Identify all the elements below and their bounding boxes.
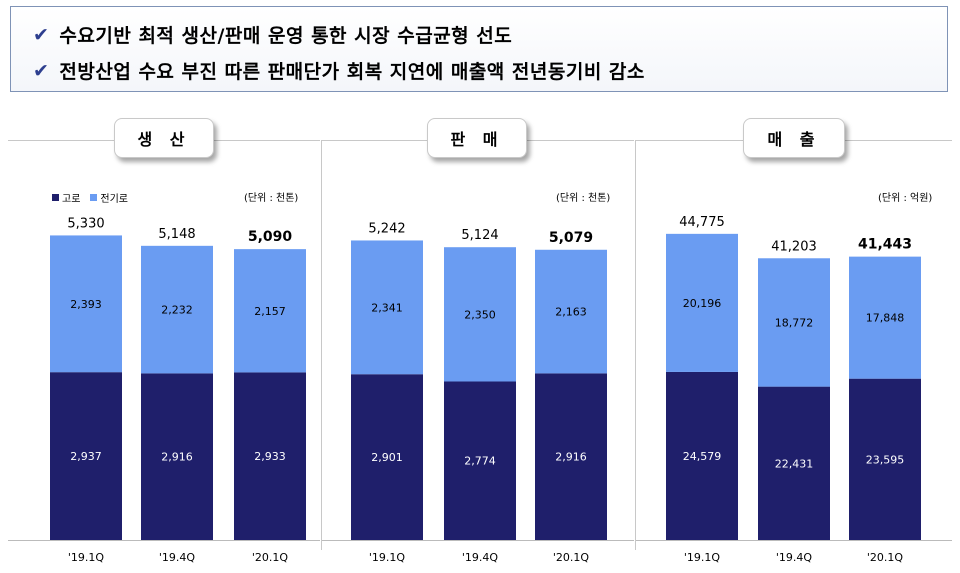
bar-electric-furnace	[535, 249, 607, 374]
data-label-blast-furnace: 23,595	[866, 453, 905, 466]
total-label: 5,330	[67, 216, 104, 231]
sales-unit: (단위 : 천톤)	[556, 193, 611, 204]
legend-label-blast-furnace: 고로	[62, 194, 81, 205]
bar-blast-furnace	[351, 374, 423, 540]
bar-blast-furnace	[666, 371, 738, 540]
panel-divider	[635, 140, 636, 550]
bar-blast-furnace	[849, 378, 921, 540]
data-label-blast-furnace: 2,901	[371, 451, 403, 464]
total-label: 41,443	[858, 237, 912, 253]
data-label-electric-furnace: 2,341	[371, 301, 403, 314]
bar-electric-furnace	[351, 240, 423, 375]
bar-blast-furnace	[141, 373, 213, 540]
revenue-title: 매 출	[743, 118, 845, 158]
bar-electric-furnace	[666, 233, 738, 372]
data-label-electric-furnace: 17,848	[866, 312, 905, 325]
data-label-electric-furnace: 2,163	[555, 306, 587, 319]
total-label: 5,090	[248, 229, 293, 245]
data-label-electric-furnace: 2,232	[161, 304, 193, 317]
bar-blast-furnace	[758, 386, 830, 540]
x-tick-label: '19.1Q	[68, 551, 105, 564]
check-icon: ✔	[33, 59, 50, 82]
production-unit: (단위 : 천톤)	[244, 193, 299, 204]
legend: 고로 전기로	[52, 190, 128, 205]
x-tick-label: '19.4Q	[462, 551, 499, 564]
x-tick-label: '19.4Q	[159, 551, 196, 564]
data-label-blast-furnace: 2,933	[254, 450, 286, 463]
legend-label-electric-furnace: 전기로	[100, 194, 129, 205]
data-label-electric-furnace: 20,196	[683, 297, 722, 310]
summary-item: ✔ 수요기반 최적 생산/판매 운영 통한 시장 수급균형 선도	[33, 21, 512, 48]
production-title: 생 산	[114, 118, 214, 158]
summary-text: 전방산업 수요 부진 따른 판매단가 회복 지연에 매출액 전년동기비 감소	[59, 61, 645, 83]
legend-swatch-blast-furnace	[52, 194, 59, 201]
data-label-blast-furnace: 2,937	[70, 450, 102, 463]
check-icon: ✔	[33, 23, 50, 46]
data-label-electric-furnace: 2,393	[70, 298, 102, 311]
bar-blast-furnace	[234, 372, 306, 540]
data-label-electric-furnace: 18,772	[775, 316, 814, 329]
total-label: 41,203	[771, 239, 817, 254]
legend-swatch-electric-furnace	[90, 194, 98, 201]
bar-blast-furnace	[444, 381, 516, 540]
total-label: 5,079	[549, 230, 593, 246]
data-label-blast-furnace: 22,431	[775, 457, 814, 470]
data-label-blast-furnace: 24,579	[683, 450, 722, 463]
sales-title: 판 매	[427, 118, 527, 158]
bar-electric-furnace	[50, 235, 122, 373]
x-tick-label: '19.1Q	[369, 551, 406, 564]
bar-electric-furnace	[234, 249, 306, 373]
bar-electric-furnace	[444, 247, 516, 382]
revenue-unit: (단위 : 억원)	[878, 193, 933, 204]
summary-box: ✔ 수요기반 최적 생산/판매 운영 통한 시장 수급균형 선도 ✔ 전방산업 …	[10, 6, 948, 92]
bar-blast-furnace	[50, 372, 122, 540]
data-label-blast-furnace: 2,916	[555, 451, 587, 464]
summary-text: 수요기반 최적 생산/판매 운영 통한 시장 수급균형 선도	[59, 25, 513, 47]
data-label-blast-furnace: 2,916	[161, 451, 193, 464]
bar-electric-furnace	[849, 256, 921, 379]
data-label-blast-furnace: 2,774	[464, 455, 496, 468]
data-label-electric-furnace: 2,157	[254, 305, 286, 318]
data-label-electric-furnace: 2,350	[464, 308, 496, 321]
total-label: 5,148	[158, 227, 195, 242]
bar-electric-furnace	[758, 258, 830, 387]
panel-divider	[321, 140, 322, 550]
bar-blast-furnace	[535, 373, 607, 540]
x-tick-label: '19.4Q	[776, 551, 813, 564]
total-label: 5,124	[461, 228, 498, 243]
bar-electric-furnace	[141, 245, 213, 374]
x-tick-label: '20.1Q	[553, 551, 590, 564]
x-tick-label: '19.1Q	[684, 551, 721, 564]
summary-item: ✔ 전방산업 수요 부진 따른 판매단가 회복 지연에 매출액 전년동기비 감소	[33, 57, 645, 84]
x-tick-label: '20.1Q	[252, 551, 289, 564]
x-tick-label: '20.1Q	[867, 551, 904, 564]
total-label: 5,242	[368, 221, 405, 236]
total-label: 44,775	[679, 215, 725, 230]
